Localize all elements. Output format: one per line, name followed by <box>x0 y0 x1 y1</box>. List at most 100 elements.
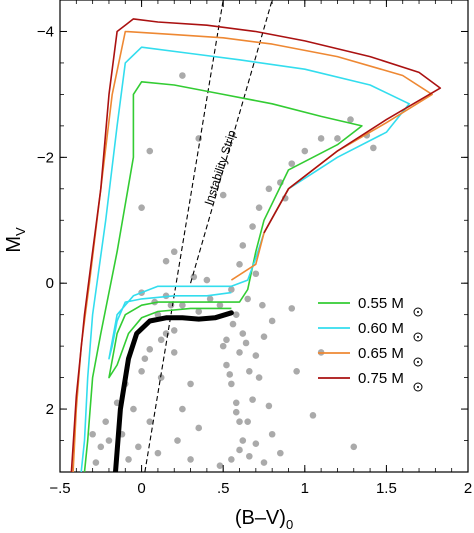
zahb-curve <box>113 310 234 472</box>
star-point-4 <box>141 355 149 363</box>
star-point-89 <box>350 443 358 451</box>
star-point-71 <box>260 459 268 466</box>
star-point-88 <box>309 412 317 419</box>
x-tick-label: 1 <box>301 480 309 497</box>
star-point-11 <box>146 418 154 425</box>
star-point-0 <box>125 456 132 463</box>
star-point-38 <box>317 135 325 142</box>
instability-strip-red-edge <box>190 0 273 284</box>
star-point-31 <box>239 242 247 249</box>
legend-unit: M <box>391 320 404 337</box>
star-point-54 <box>236 418 243 425</box>
star-point-66 <box>260 333 268 340</box>
star-point-75 <box>232 408 240 416</box>
star-point-57 <box>216 462 224 470</box>
axis-ticks-layer: −.5 0 .5 1 1.5 2 −4 −2 0 2 <box>37 0 472 497</box>
star-point-40 <box>347 116 354 123</box>
star-point-78 <box>89 430 96 438</box>
sun-symbol-icon <box>413 332 423 342</box>
axes-frame <box>59 0 469 473</box>
y-axis-title-subscript: V <box>13 227 28 236</box>
star-point-94 <box>138 204 145 211</box>
legend-label: 0.75 M <box>358 370 404 387</box>
star-point-62 <box>249 396 256 403</box>
track-0-55-msun <box>83 81 363 472</box>
star-point-36 <box>288 160 296 167</box>
x-tick-label: .5 <box>217 480 230 497</box>
star-point-42 <box>370 144 377 152</box>
star-point-18 <box>195 308 203 315</box>
star-point-29 <box>228 286 235 293</box>
legend-mass: 0.75 <box>358 370 391 387</box>
star-point-93 <box>146 147 154 155</box>
legend-mass: 0.55 <box>358 295 391 312</box>
star-point-92 <box>179 72 186 79</box>
star-point-22 <box>157 374 165 381</box>
y-axis-title: MV <box>3 227 28 253</box>
star-point-48 <box>236 349 243 356</box>
star-point-68 <box>259 301 266 309</box>
x-axis-title: (B–V)0 <box>235 507 293 532</box>
star-point-56 <box>228 456 235 463</box>
star-point-13 <box>154 311 162 318</box>
evolutionary-tracks-layer <box>70 18 442 472</box>
sun-symbol-dot-icon <box>417 336 419 338</box>
star-point-21 <box>170 349 178 356</box>
star-point-95 <box>219 191 227 199</box>
star-point-69 <box>265 402 273 410</box>
y-axis-title-main: M <box>3 236 25 253</box>
star-point-49 <box>246 368 253 375</box>
legend-label: 0.60 M <box>358 320 404 337</box>
star-point-61 <box>244 418 251 425</box>
star-point-84 <box>170 248 178 256</box>
legend-unit: M <box>391 370 404 387</box>
legend-label: 0.55 M <box>358 295 404 312</box>
star-point-5 <box>146 345 154 353</box>
y-tick-label: −2 <box>37 149 54 166</box>
star-point-67 <box>268 317 276 325</box>
track-0-75-msun <box>70 18 442 472</box>
star-point-16 <box>179 301 186 309</box>
star-point-74 <box>226 371 234 378</box>
star-point-10 <box>135 443 142 451</box>
star-point-76 <box>242 339 250 347</box>
sun-symbol-dot-icon <box>417 311 419 313</box>
zahb-curve-layer <box>113 310 234 472</box>
sun-symbol-dot-icon <box>417 386 419 388</box>
legend-unit: M <box>391 345 404 362</box>
star-point-34 <box>265 185 273 193</box>
y-tick-label: 2 <box>46 401 54 418</box>
star-point-90 <box>288 305 296 312</box>
star-point-6 <box>157 336 165 344</box>
star-point-72 <box>277 449 284 457</box>
star-point-53 <box>232 399 240 407</box>
star-point-30 <box>236 261 243 268</box>
instability-strip-blue-edge <box>144 0 224 472</box>
star-point-80 <box>92 459 100 466</box>
star-point-25 <box>195 424 203 432</box>
star-point-27 <box>174 437 181 444</box>
star-point-33 <box>255 204 263 211</box>
star-point-47 <box>223 336 230 344</box>
star-point-83 <box>162 257 170 265</box>
legend-mass: 0.60 <box>358 320 391 337</box>
sun-symbol-icon <box>413 357 423 367</box>
star-point-51 <box>223 361 230 369</box>
star-point-87 <box>293 368 300 375</box>
legend-mass: 0.65 <box>358 345 391 362</box>
star-point-39 <box>334 135 341 142</box>
star-point-32 <box>249 223 256 230</box>
legend: 0.55 M0.60 M0.65 M0.75 M <box>318 295 423 392</box>
star-point-20 <box>216 301 224 309</box>
plot-frame <box>59 0 469 473</box>
star-point-44 <box>252 270 260 278</box>
star-point-23 <box>187 380 194 388</box>
star-point-58 <box>236 446 243 454</box>
star-point-52 <box>228 380 235 388</box>
star-point-59 <box>246 452 253 460</box>
star-point-24 <box>179 405 186 413</box>
star-point-65 <box>239 330 247 337</box>
x-tick-label: 0 <box>137 480 145 497</box>
star-point-77 <box>97 443 105 451</box>
